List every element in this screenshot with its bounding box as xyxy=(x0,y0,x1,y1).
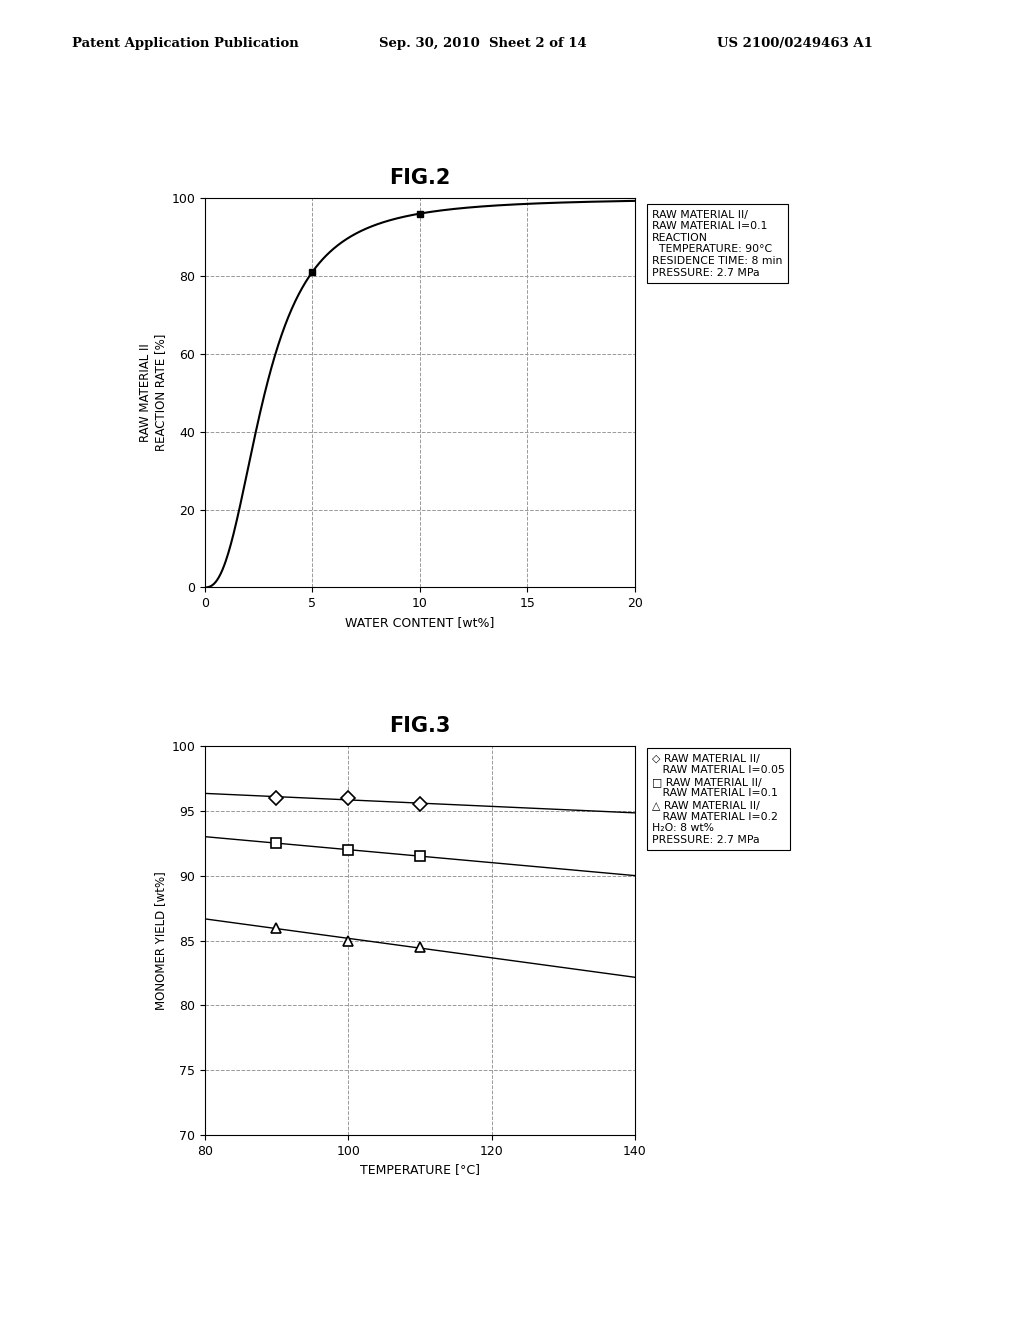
Title: FIG.3: FIG.3 xyxy=(389,715,451,737)
Text: ◇ RAW MATERIAL II/
   RAW MATERIAL I=0.05
□ RAW MATERIAL II/
   RAW MATERIAL I=0: ◇ RAW MATERIAL II/ RAW MATERIAL I=0.05 □… xyxy=(652,754,785,845)
Y-axis label: RAW MATERIAL II
REACTION RATE [%]: RAW MATERIAL II REACTION RATE [%] xyxy=(139,334,167,451)
Text: Sep. 30, 2010  Sheet 2 of 14: Sep. 30, 2010 Sheet 2 of 14 xyxy=(379,37,587,50)
Text: US 2100/0249463 A1: US 2100/0249463 A1 xyxy=(717,37,872,50)
Text: Patent Application Publication: Patent Application Publication xyxy=(72,37,298,50)
Text: RAW MATERIAL II/
RAW MATERIAL I=0.1
REACTION
  TEMPERATURE: 90°C
RESIDENCE TIME:: RAW MATERIAL II/ RAW MATERIAL I=0.1 REAC… xyxy=(652,210,782,277)
X-axis label: WATER CONTENT [wt%]: WATER CONTENT [wt%] xyxy=(345,615,495,628)
Title: FIG.2: FIG.2 xyxy=(389,168,451,189)
Y-axis label: MONOMER YIELD [wt%]: MONOMER YIELD [wt%] xyxy=(154,871,167,1010)
X-axis label: TEMPERATURE [°C]: TEMPERATURE [°C] xyxy=(359,1163,480,1176)
